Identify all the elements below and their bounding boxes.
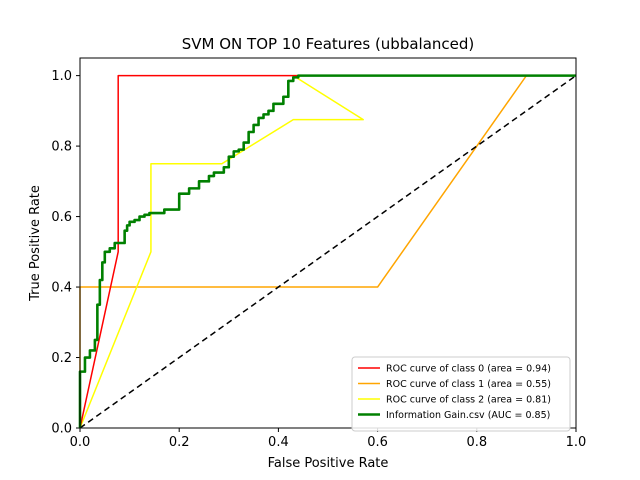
- diagonal-reference-line: [79, 75, 577, 429]
- y-axis-label: True Positive Rate: [28, 185, 43, 302]
- legend: ROC curve of class 0 (area = 0.94) ROC cu…: [351, 356, 571, 432]
- plot-frame: [79, 57, 577, 429]
- x-tick-label: 1.0: [566, 435, 587, 450]
- series-line-2: [79, 74, 576, 429]
- legend-box: [351, 356, 571, 432]
- y-tick-label: 0.0: [51, 422, 72, 437]
- y-tick-label: 0.6: [51, 210, 72, 225]
- legend-entry: ROC curve of class 2 (area = 0.81): [386, 395, 551, 406]
- x-tick-label: 0.4: [268, 435, 289, 450]
- series-line-3: [78, 74, 576, 428]
- x-tick-label: 0.8: [466, 435, 487, 450]
- y-tick-label: 1.0: [51, 69, 72, 84]
- x-tick-label: 0.2: [169, 435, 190, 450]
- legend-entry: ROC curve of class 0 (area = 0.94): [386, 364, 551, 375]
- axis-ticks: 0.0 0.2 0.4 0.6 0.8 1.0 0.0 0.2 0.4 0.6 0.8 1.0: [51, 69, 586, 450]
- x-tick-label: 0.0: [70, 435, 91, 450]
- legend-entry: Information Gain.csv (AUC = 0.85): [386, 410, 550, 421]
- chart-title: SVM ON TOP 10 Features (ubbalanced): [182, 35, 475, 53]
- x-axis-label: False Positive Rate: [268, 456, 389, 471]
- y-tick-label: 0.2: [51, 351, 72, 366]
- legend-entry: ROC curve of class 1 (area = 0.55): [386, 379, 551, 390]
- x-tick-label: 0.6: [367, 435, 388, 450]
- y-tick-label: 0.8: [51, 140, 72, 155]
- y-tick-label: 0.4: [51, 281, 72, 296]
